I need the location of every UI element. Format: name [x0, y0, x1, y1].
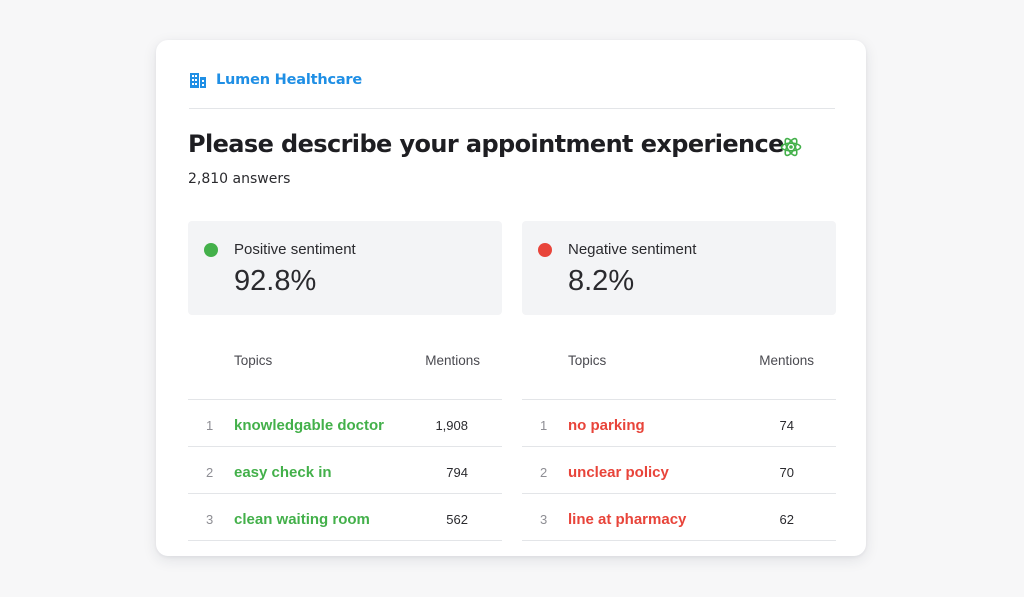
table-row[interactable]: 1 knowledgable doctor 1,908: [188, 400, 502, 447]
negative-stat-box: Negative sentiment 8.2%: [522, 221, 836, 315]
topic-link[interactable]: line at pharmacy: [568, 511, 687, 528]
topic-link[interactable]: clean waiting room: [234, 511, 370, 528]
topics-header: Topics: [568, 353, 607, 368]
positive-table-header: Topics Mentions: [188, 339, 502, 400]
row-rank: 1: [206, 418, 214, 433]
building-icon: [190, 73, 206, 88]
brand-header: Lumen Healthcare: [189, 71, 362, 89]
topic-link[interactable]: unclear policy: [568, 464, 669, 481]
answer-count: 2,810 answers: [188, 171, 291, 187]
mention-count: 794: [446, 465, 468, 480]
survey-results-card: Lumen Healthcare Please describe your ap…: [156, 40, 866, 556]
row-rank: 2: [206, 465, 214, 480]
topics-header: Topics: [234, 353, 273, 368]
row-rank: 1: [540, 418, 548, 433]
positive-label: Positive sentiment: [234, 241, 356, 258]
negative-panel: Negative sentiment 8.2% Topics Mentions …: [522, 221, 836, 541]
atom-icon[interactable]: [780, 136, 802, 158]
header-divider: [189, 108, 835, 109]
mention-count: 562: [446, 512, 468, 527]
negative-table-header: Topics Mentions: [522, 339, 836, 400]
positive-dot: [204, 243, 218, 257]
brand-name[interactable]: Lumen Healthcare: [216, 72, 363, 88]
table-row[interactable]: 3 line at pharmacy 62: [522, 494, 836, 541]
mention-count: 74: [779, 418, 794, 433]
mention-count: 62: [779, 512, 794, 527]
mention-count: 70: [779, 465, 794, 480]
question-title: Please describe your appointment experie…: [188, 130, 784, 158]
negative-dot: [538, 243, 552, 257]
negative-value: 8.2%: [568, 265, 635, 297]
row-rank: 3: [540, 512, 548, 527]
row-rank: 2: [540, 465, 548, 480]
topic-link[interactable]: easy check in: [234, 464, 332, 481]
positive-stat-box: Positive sentiment 92.8%: [188, 221, 502, 315]
mentions-header: Mentions: [759, 353, 814, 368]
topic-link[interactable]: no parking: [568, 417, 645, 434]
positive-panel: Positive sentiment 92.8% Topics Mentions…: [188, 221, 502, 541]
topic-link[interactable]: knowledgable doctor: [234, 417, 385, 434]
table-row[interactable]: 2 easy check in 794: [188, 447, 502, 494]
positive-value: 92.8%: [234, 265, 317, 297]
negative-label: Negative sentiment: [568, 241, 697, 258]
table-row[interactable]: 2 unclear policy 70: [522, 447, 836, 494]
mentions-header: Mentions: [425, 353, 480, 368]
row-rank: 3: [206, 512, 214, 527]
table-row[interactable]: 1 no parking 74: [522, 400, 836, 447]
mention-count: 1,908: [435, 418, 468, 433]
table-row[interactable]: 3 clean waiting room 562: [188, 494, 502, 541]
